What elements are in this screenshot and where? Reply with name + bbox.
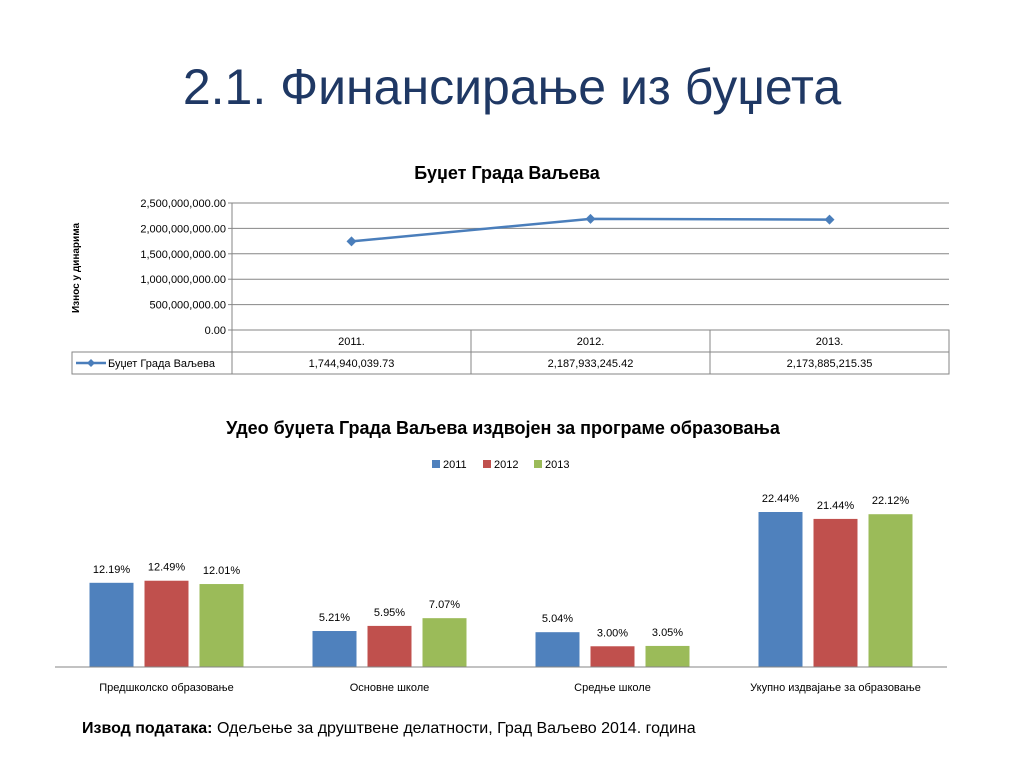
chart1-ytick-label: 2,000,000,000.00 [140,223,226,235]
chart1-legend-marker [87,359,95,367]
chart2-data-label: 5.04% [542,613,573,625]
chart2-data-label: 5.21% [319,612,350,624]
chart1-ytick-label: 1,500,000,000.00 [140,249,226,261]
chart1-title: Буџет Града Ваљева [414,163,600,183]
chart2-title: Удео буџета Града Ваљева издвојен за про… [226,418,781,438]
chart2-legend-label: 2013 [545,459,569,471]
chart1-point [824,214,835,225]
chart1-y-axis-label: Износ у динарима [71,223,82,313]
chart1-data-label: 2,173,885,215.35 [787,358,873,370]
chart2-data-label: 12.49% [148,562,186,574]
chart2-bar [199,584,244,667]
source-text: Одељење за друштвене делатности, Град Ва… [216,720,696,737]
chart2-bar [590,646,635,667]
chart2-category-label: Средње школе [574,682,651,694]
source-note: Извод података: Одељење за друштвене дел… [82,720,696,738]
chart2-legend-label: 2012 [494,459,518,471]
chart2-legend-swatch [483,460,491,468]
chart2-bar [758,512,803,667]
chart2-category-label: Основне школе [350,682,430,694]
source-label: Извод података: [82,720,213,737]
chart2-bar [813,518,858,667]
chart1-data-label: 1,744,940,039.73 [309,358,395,370]
chart2-bar [645,645,690,667]
chart1-category-label: 2012. [577,336,605,348]
chart2-data-label: 3.05% [652,627,683,639]
chart2-legend-swatch [432,460,440,468]
chart2-legend-label: 2011 [443,459,467,471]
chart2-data-label: 7.07% [429,599,460,611]
chart2-bar [144,580,189,667]
chart2-bar [367,625,412,667]
chart2-bar [422,618,467,667]
chart2-category-label: Укупно издвајање за образовање [750,682,921,694]
chart1-category-label: 2013. [816,336,844,348]
chart2-bar [312,631,357,667]
chart2-category-label: Предшколско образовање [99,682,233,694]
chart2-data-label: 5.95% [374,607,405,619]
chart2-legend-swatch [534,460,542,468]
chart1-ytick-label: 2,500,000,000.00 [140,198,226,210]
chart2-data-label: 22.44% [762,493,800,505]
chart1-legend-label: Буџет Града Ваљева [108,358,216,370]
chart2-data-label: 22.12% [872,495,910,507]
chart2-data-label: 12.01% [203,565,241,577]
chart1-ytick-label: 0.00 [205,325,226,337]
chart2-data-label: 21.44% [817,500,855,512]
chart1-category-label: 2011. [338,336,365,348]
chart2-bar [89,582,134,667]
chart2-data-label: 12.19% [93,564,131,576]
chart1-ytick-label: 500,000,000.00 [150,300,226,312]
slide-title: 2.1. Финансирање из буџета [182,59,842,115]
chart2-data-label: 3.00% [597,627,628,639]
chart2-bar [868,514,913,667]
chart1-data-label: 2,187,933,245.42 [548,358,634,370]
chart1-ytick-label: 1,000,000,000.00 [140,274,226,286]
chart1-point [346,236,357,247]
chart1-point [585,213,596,224]
chart2-bar [535,632,580,667]
